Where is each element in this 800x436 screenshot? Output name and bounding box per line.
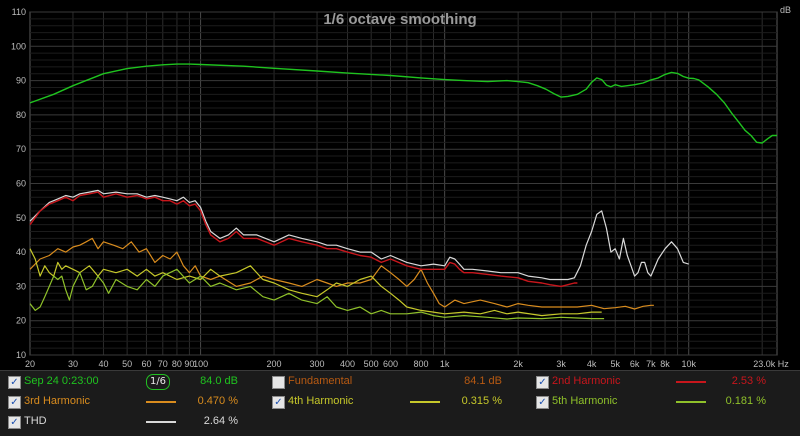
x-tick-label: 400 (340, 359, 355, 369)
y-tick-label: 10 (16, 350, 26, 360)
grid-lines (29, 11, 778, 356)
x-tick-label: 60 (141, 359, 151, 369)
checkbox-measurement[interactable]: ✓ (8, 376, 21, 389)
thd-swatch (146, 421, 176, 423)
x-tick-label: 3k (556, 359, 566, 369)
x-tick-label: 5k (610, 359, 620, 369)
legend-row-1: ✓ Sep 24 0:23:00 1/6 84.0 dB Fundamental… (0, 372, 800, 392)
checkbox-h5[interactable]: ✓ (536, 396, 549, 409)
checkbox-h4[interactable]: ✓ (272, 396, 285, 409)
h3-label: 3rd Harmonic (24, 395, 91, 407)
y-tick-label: 90 (16, 76, 26, 86)
x-tick-label: 50 (122, 359, 132, 369)
h5-value: 0.181 % (725, 395, 766, 407)
x-tick-label: 30 (68, 359, 78, 369)
y-tick-label: 50 (16, 213, 26, 223)
x-tick-label: 40 (98, 359, 108, 369)
y-tick-label: 100 (11, 41, 26, 51)
checkbox-fundamental[interactable] (272, 376, 285, 389)
thd-label: THD (24, 415, 47, 427)
series-line-2nd-harmonic (29, 191, 578, 288)
chart-area: 110 100 90 80 70 60 50 40 30 20 10 20 30 40 50 60 70 80 9… (10, 5, 792, 369)
y-tick-label: 70 (16, 144, 26, 154)
measurement-value: 84.0 dB (200, 375, 238, 387)
x-tick-label: 2k (513, 359, 523, 369)
x-tick-label: 7k (646, 359, 656, 369)
y-tick-label: 30 (16, 281, 26, 291)
x-tick-label: 800 (413, 359, 428, 369)
h4-label: 4th Harmonic (288, 395, 354, 407)
series-line-3rd-harmonic (29, 237, 654, 310)
series-line-fundamental (29, 63, 777, 144)
x-tick-label: 23.0k Hz (753, 359, 789, 369)
checkbox-h3[interactable]: ✓ (8, 396, 21, 409)
x-tick-label: 70 (158, 359, 168, 369)
x-tick-label: 500 (364, 359, 379, 369)
y-tick-label: 110 (12, 7, 26, 17)
x-tick-label: 8k (660, 359, 670, 369)
y-tick-label: 60 (16, 179, 26, 189)
y-axis-label: dB (780, 5, 791, 15)
y-tick-labels: 110 100 90 80 70 60 50 40 30 20 10 (11, 7, 26, 360)
x-tick-label: 10k (681, 359, 696, 369)
h2-swatch (676, 381, 706, 383)
checkbox-thd[interactable]: ✓ (8, 416, 21, 429)
x-tick-label: 100 (193, 359, 208, 369)
chart-title: 1/6 octave smoothing (323, 11, 476, 28)
x-tick-label: 4k (587, 359, 597, 369)
y-tick-label: 80 (16, 110, 26, 120)
measurement-date-label: Sep 24 0:23:00 (24, 375, 99, 387)
y-tick-label: 40 (16, 247, 26, 257)
x-tick-label: 80 (172, 359, 182, 369)
x-tick-label: 200 (267, 359, 282, 369)
h2-value: 2.53 % (731, 375, 766, 387)
x-tick-label: 20 (25, 359, 35, 369)
y-tick-label: 20 (16, 316, 26, 326)
h5-label: 5th Harmonic (552, 395, 618, 407)
legend-row-3: ✓ THD 2.64 % (0, 412, 800, 432)
fundamental-label: Fundamental (288, 375, 353, 387)
series-line-thd (29, 189, 689, 281)
x-tick-label: 6k (630, 359, 640, 369)
x-tick-label: 90 (184, 359, 194, 369)
h3-value: 0.470 % (197, 395, 238, 407)
series-lines (29, 63, 777, 320)
series-line-4th-harmonic (29, 248, 602, 317)
x-tick-label: 1k (440, 359, 450, 369)
series-line-5th-harmonic (29, 268, 605, 320)
checkbox-h2[interactable]: ✓ (536, 376, 549, 389)
fundamental-value: 84.1 dB (464, 375, 502, 387)
x-tick-label: 600 (383, 359, 398, 369)
legend-panel: ✓ Sep 24 0:23:00 1/6 84.0 dB Fundamental… (0, 370, 800, 436)
h4-value: 0.315 % (461, 395, 502, 407)
h2-label: 2nd Harmonic (552, 375, 621, 387)
smoothing-badge[interactable]: 1/6 (146, 374, 170, 390)
h5-swatch (676, 401, 706, 403)
h4-swatch (410, 401, 440, 403)
x-tick-label: 300 (310, 359, 325, 369)
h3-swatch (146, 401, 176, 403)
thd-value: 2.64 % (203, 415, 238, 427)
legend-row-2: ✓ 3rd Harmonic 0.470 % ✓ 4th Harmonic 0.… (0, 392, 800, 412)
